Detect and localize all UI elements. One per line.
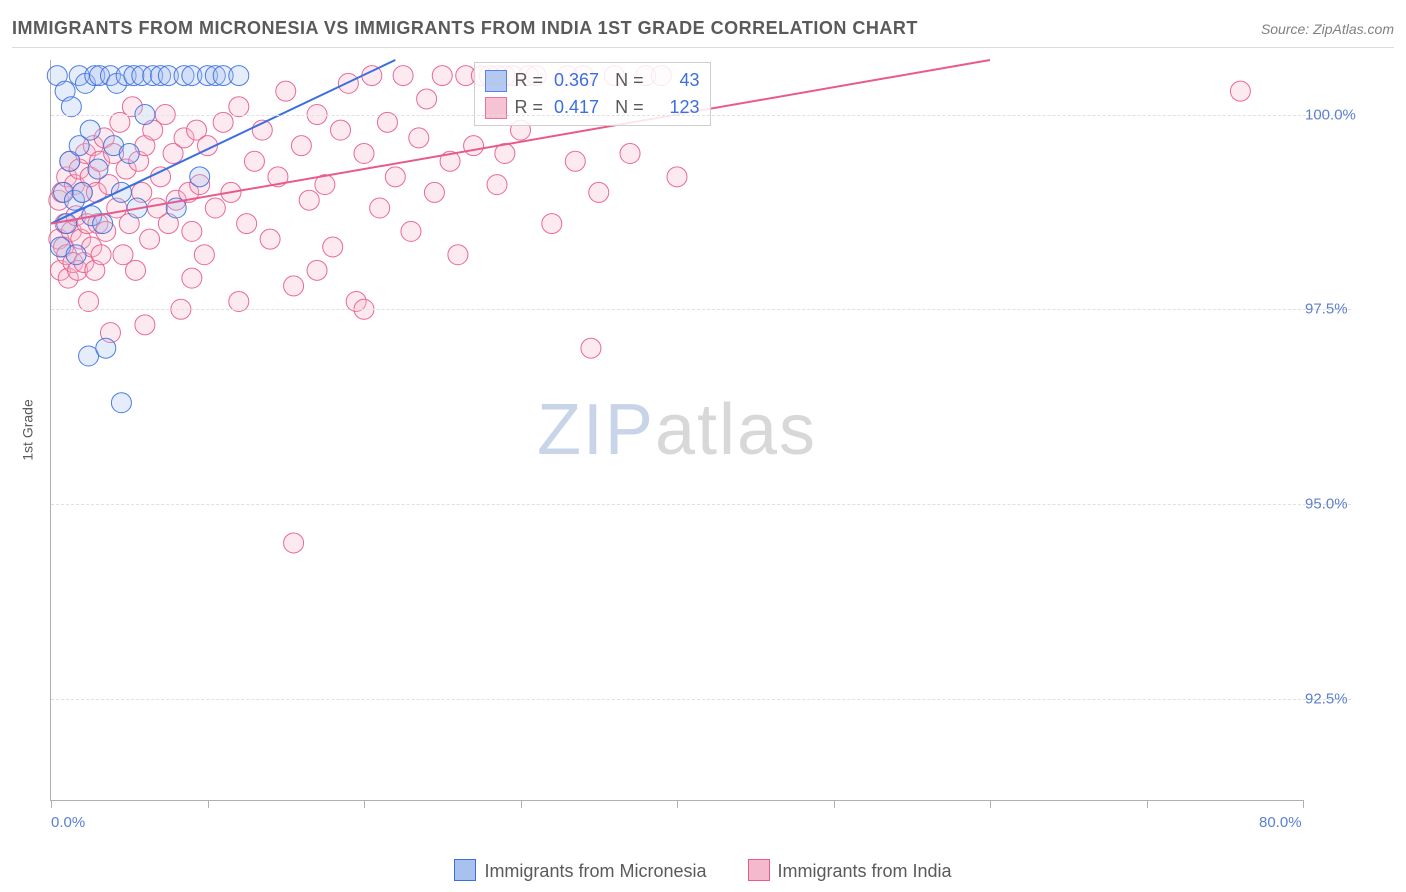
- data-point: [448, 245, 468, 265]
- data-point: [88, 159, 108, 179]
- legend-swatch-icon: [748, 859, 770, 881]
- data-point: [96, 338, 116, 358]
- data-point: [487, 175, 507, 195]
- x-tick-mark: [1303, 800, 1304, 808]
- data-point: [119, 143, 139, 163]
- plot-area: ZIPatlas R =0.367N =43R =0.417N =123 92.…: [50, 60, 1303, 801]
- x-tick-label: 0.0%: [51, 814, 85, 831]
- gridline-h: [51, 309, 1351, 310]
- data-point: [409, 128, 429, 148]
- stats-row: R = 0.417 N = 123: [485, 94, 700, 121]
- data-point: [291, 136, 311, 156]
- data-point: [565, 151, 585, 171]
- scatter-svg: [51, 60, 1303, 800]
- stats-r-label: R =: [515, 67, 544, 94]
- x-tick-mark: [521, 800, 522, 808]
- x-tick-mark: [1147, 800, 1148, 808]
- data-point: [385, 167, 405, 187]
- data-point: [589, 182, 609, 202]
- data-point: [417, 89, 437, 109]
- gridline-h: [51, 115, 1351, 116]
- data-point: [667, 167, 687, 187]
- x-tick-mark: [990, 800, 991, 808]
- data-point: [237, 214, 257, 234]
- data-point: [80, 120, 100, 140]
- y-tick-label: 92.5%: [1305, 690, 1351, 707]
- data-point: [244, 151, 264, 171]
- data-point: [284, 276, 304, 296]
- data-point: [432, 66, 452, 86]
- legend-item-micronesia: Immigrants from Micronesia: [454, 861, 711, 881]
- x-tick-label: 80.0%: [1259, 814, 1302, 831]
- stats-r-label: R =: [515, 94, 544, 121]
- plot-wrap: ZIPatlas R =0.367N =43R =0.417N =123 92.…: [50, 60, 1350, 800]
- stats-n-label: N =: [615, 94, 644, 121]
- y-tick-label: 100.0%: [1305, 106, 1351, 123]
- data-point: [151, 167, 171, 187]
- data-point: [126, 260, 146, 280]
- bottom-legend: Immigrants from Micronesia Immigrants fr…: [0, 859, 1406, 882]
- data-point: [66, 245, 86, 265]
- y-tick-label: 95.0%: [1305, 496, 1351, 513]
- data-point: [205, 198, 225, 218]
- stats-n-label: N =: [615, 67, 644, 94]
- y-tick-label: 97.5%: [1305, 301, 1351, 318]
- data-point: [190, 167, 210, 187]
- data-point: [140, 229, 160, 249]
- data-point: [182, 221, 202, 241]
- correlation-stats-box: R = 0.367 N = 43 R = 0.417 N = 123: [474, 62, 711, 126]
- source-link[interactable]: ZipAtlas.com: [1313, 21, 1394, 37]
- data-point: [91, 245, 111, 265]
- stats-row: R = 0.367 N = 43: [485, 67, 700, 94]
- header-bar: IMMIGRANTS FROM MICRONESIA VS IMMIGRANTS…: [12, 18, 1394, 48]
- data-point: [194, 245, 214, 265]
- data-point: [464, 136, 484, 156]
- data-point: [581, 338, 601, 358]
- source-attribution: Source: ZipAtlas.com: [1261, 21, 1394, 37]
- data-point: [111, 393, 131, 413]
- data-point: [276, 81, 296, 101]
- stats-r-value: 0.367: [551, 67, 599, 94]
- x-tick-mark: [677, 800, 678, 808]
- data-point: [331, 120, 351, 140]
- stats-n-value: 43: [652, 67, 700, 94]
- legend-swatch-icon: [454, 859, 476, 881]
- x-tick-mark: [364, 800, 365, 808]
- stats-n-value: 123: [652, 94, 700, 121]
- data-point: [401, 221, 421, 241]
- stats-r-value: 0.417: [551, 94, 599, 121]
- data-point: [229, 66, 249, 86]
- data-point: [299, 190, 319, 210]
- y-axis-label: 1st Grade: [20, 399, 36, 460]
- data-point: [393, 66, 413, 86]
- stats-swatch-icon: [485, 70, 507, 92]
- y-axis-label-wrap: 1st Grade: [8, 60, 48, 800]
- data-point: [72, 182, 92, 202]
- data-point: [620, 143, 640, 163]
- chart-title: IMMIGRANTS FROM MICRONESIA VS IMMIGRANTS…: [12, 18, 918, 39]
- data-point: [1230, 81, 1250, 101]
- data-point: [135, 315, 155, 335]
- x-tick-mark: [208, 800, 209, 808]
- gridline-h: [51, 504, 1351, 505]
- data-point: [284, 533, 304, 553]
- gridline-h: [51, 699, 1351, 700]
- data-point: [323, 237, 343, 257]
- data-point: [424, 182, 444, 202]
- data-point: [542, 214, 562, 234]
- x-tick-mark: [834, 800, 835, 808]
- data-point: [260, 229, 280, 249]
- data-point: [307, 260, 327, 280]
- data-point: [354, 143, 374, 163]
- x-tick-mark: [51, 800, 52, 808]
- legend-item-india: Immigrants from India: [748, 861, 952, 881]
- data-point: [182, 268, 202, 288]
- data-point: [370, 198, 390, 218]
